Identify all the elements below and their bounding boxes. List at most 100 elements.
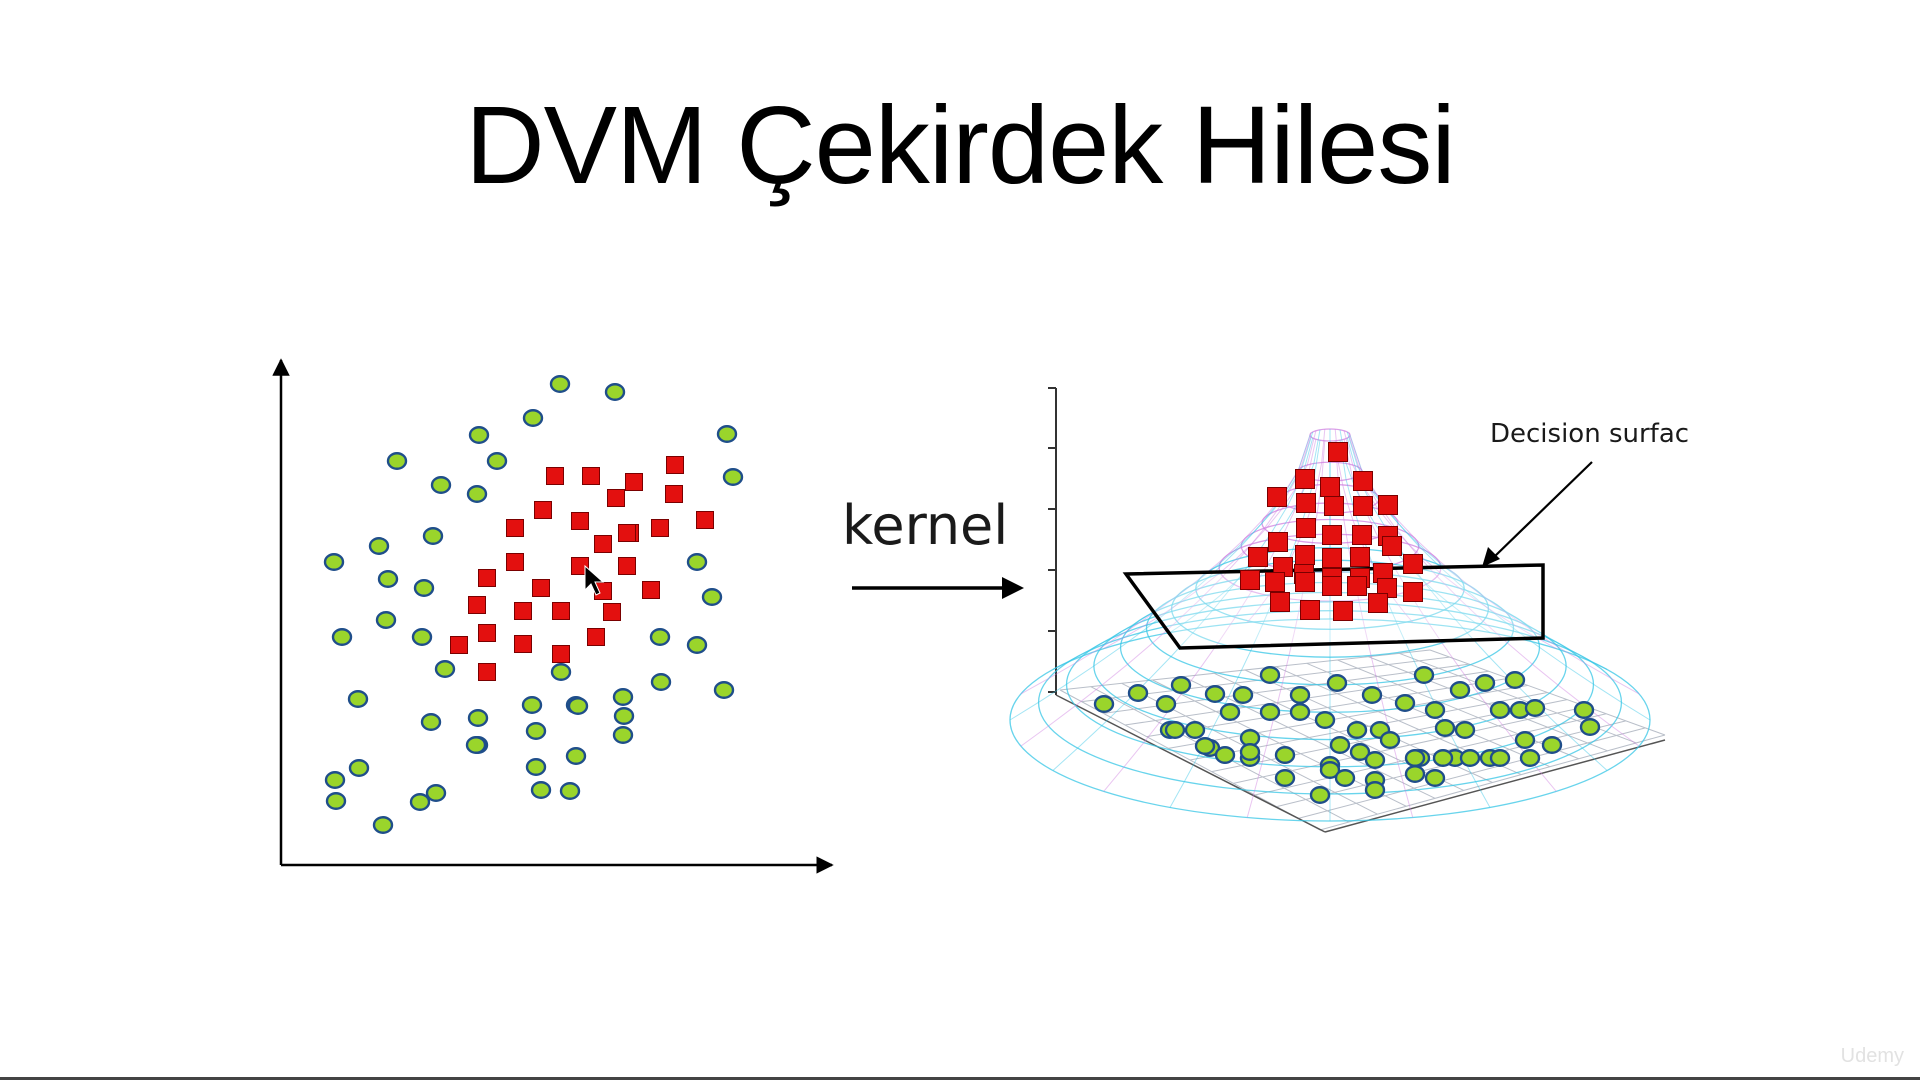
square-marker [1296,493,1316,513]
square-marker [1300,600,1320,620]
circle-marker [567,697,589,715]
circle-marker [1459,749,1481,767]
circle-marker [1214,746,1236,764]
circle-marker [1489,701,1511,719]
square-marker [1403,582,1423,602]
circle-marker [1346,721,1368,739]
class-b-points [450,456,714,681]
circle-marker [372,816,394,834]
circle-marker [325,792,347,810]
class-a-points [323,375,744,834]
circle-marker [413,579,435,597]
square-marker [478,569,496,587]
circle-marker [1514,731,1536,749]
circle-marker [565,747,587,765]
circle-marker [530,781,552,799]
circle-marker [420,713,442,731]
circle-marker [1289,703,1311,721]
circle-marker [1155,695,1177,713]
circle-marker [409,793,431,811]
square-marker [571,557,589,575]
circle-marker [1364,751,1386,769]
circle-marker [375,611,397,629]
circle-marker [1184,721,1206,739]
feature-space-plot: Decision surfac [1009,387,1689,833]
square-marker [1267,487,1287,507]
circle-marker [1127,684,1149,702]
square-marker [642,581,660,599]
square-marker [1240,570,1260,590]
circle-marker [1404,765,1426,783]
square-marker [618,524,636,542]
circle-marker [604,383,626,401]
circle-marker [613,707,635,725]
circle-marker [348,759,370,777]
square-marker [1265,572,1285,592]
circle-marker [368,537,390,555]
circle-marker [1334,769,1356,787]
circle-marker [549,375,571,393]
circle-marker [1093,695,1115,713]
circle-marker [1449,681,1471,699]
circle-marker [411,628,433,646]
circle-marker [1432,749,1454,767]
circle-marker [686,636,708,654]
circle-marker [347,690,369,708]
circle-marker [1541,736,1563,754]
circle-marker [559,782,581,800]
circle-marker [1394,694,1416,712]
decision-surface-label: Decision surfac [1490,419,1689,449]
circle-marker [434,660,456,678]
z-axis [1048,387,1666,833]
circle-marker [1204,685,1226,703]
circle-marker [486,452,508,470]
square-marker [1295,469,1315,489]
square-marker [506,553,524,571]
square-marker [478,663,496,681]
circle-marker [1259,666,1281,684]
circle-marker [1364,781,1386,799]
square-marker [1270,592,1290,612]
circle-marker [1170,676,1192,694]
square-marker [587,628,605,646]
cursor-pointer-icon [584,564,605,596]
square-marker [1295,545,1315,565]
square-marker [1328,442,1348,462]
square-marker [450,636,468,654]
square-marker [1322,576,1342,596]
square-marker [666,456,684,474]
square-marker [1347,576,1367,596]
slide-title: DVM Çekirdek Hilesi [465,84,1456,207]
circle-marker [1379,731,1401,749]
circle-marker [612,688,634,706]
square-marker [1322,548,1342,568]
circle-marker [465,736,487,754]
square-marker [1368,593,1388,613]
square-marker [1248,547,1268,567]
video-progress-bar [0,1077,1920,1080]
circle-marker [1573,701,1595,719]
circle-marker [1232,686,1254,704]
circle-marker [1314,711,1336,729]
square-marker [618,557,636,575]
square-marker [607,489,625,507]
square-marker [468,596,486,614]
circle-marker [1164,721,1186,739]
square-marker [571,512,589,530]
circle-marker [323,553,345,571]
circle-marker [1404,749,1426,767]
circle-marker [722,468,744,486]
square-marker [478,624,496,642]
circle-marker [525,758,547,776]
square-marker [1352,525,1372,545]
square-marker [1378,495,1398,515]
circle-marker [1504,671,1526,689]
square-marker [552,602,570,620]
circle-marker [716,425,738,443]
square-marker [1295,572,1315,592]
circle-marker [1329,736,1351,754]
square-marker [1268,532,1288,552]
circle-marker [1524,699,1546,717]
square-marker [594,535,612,553]
